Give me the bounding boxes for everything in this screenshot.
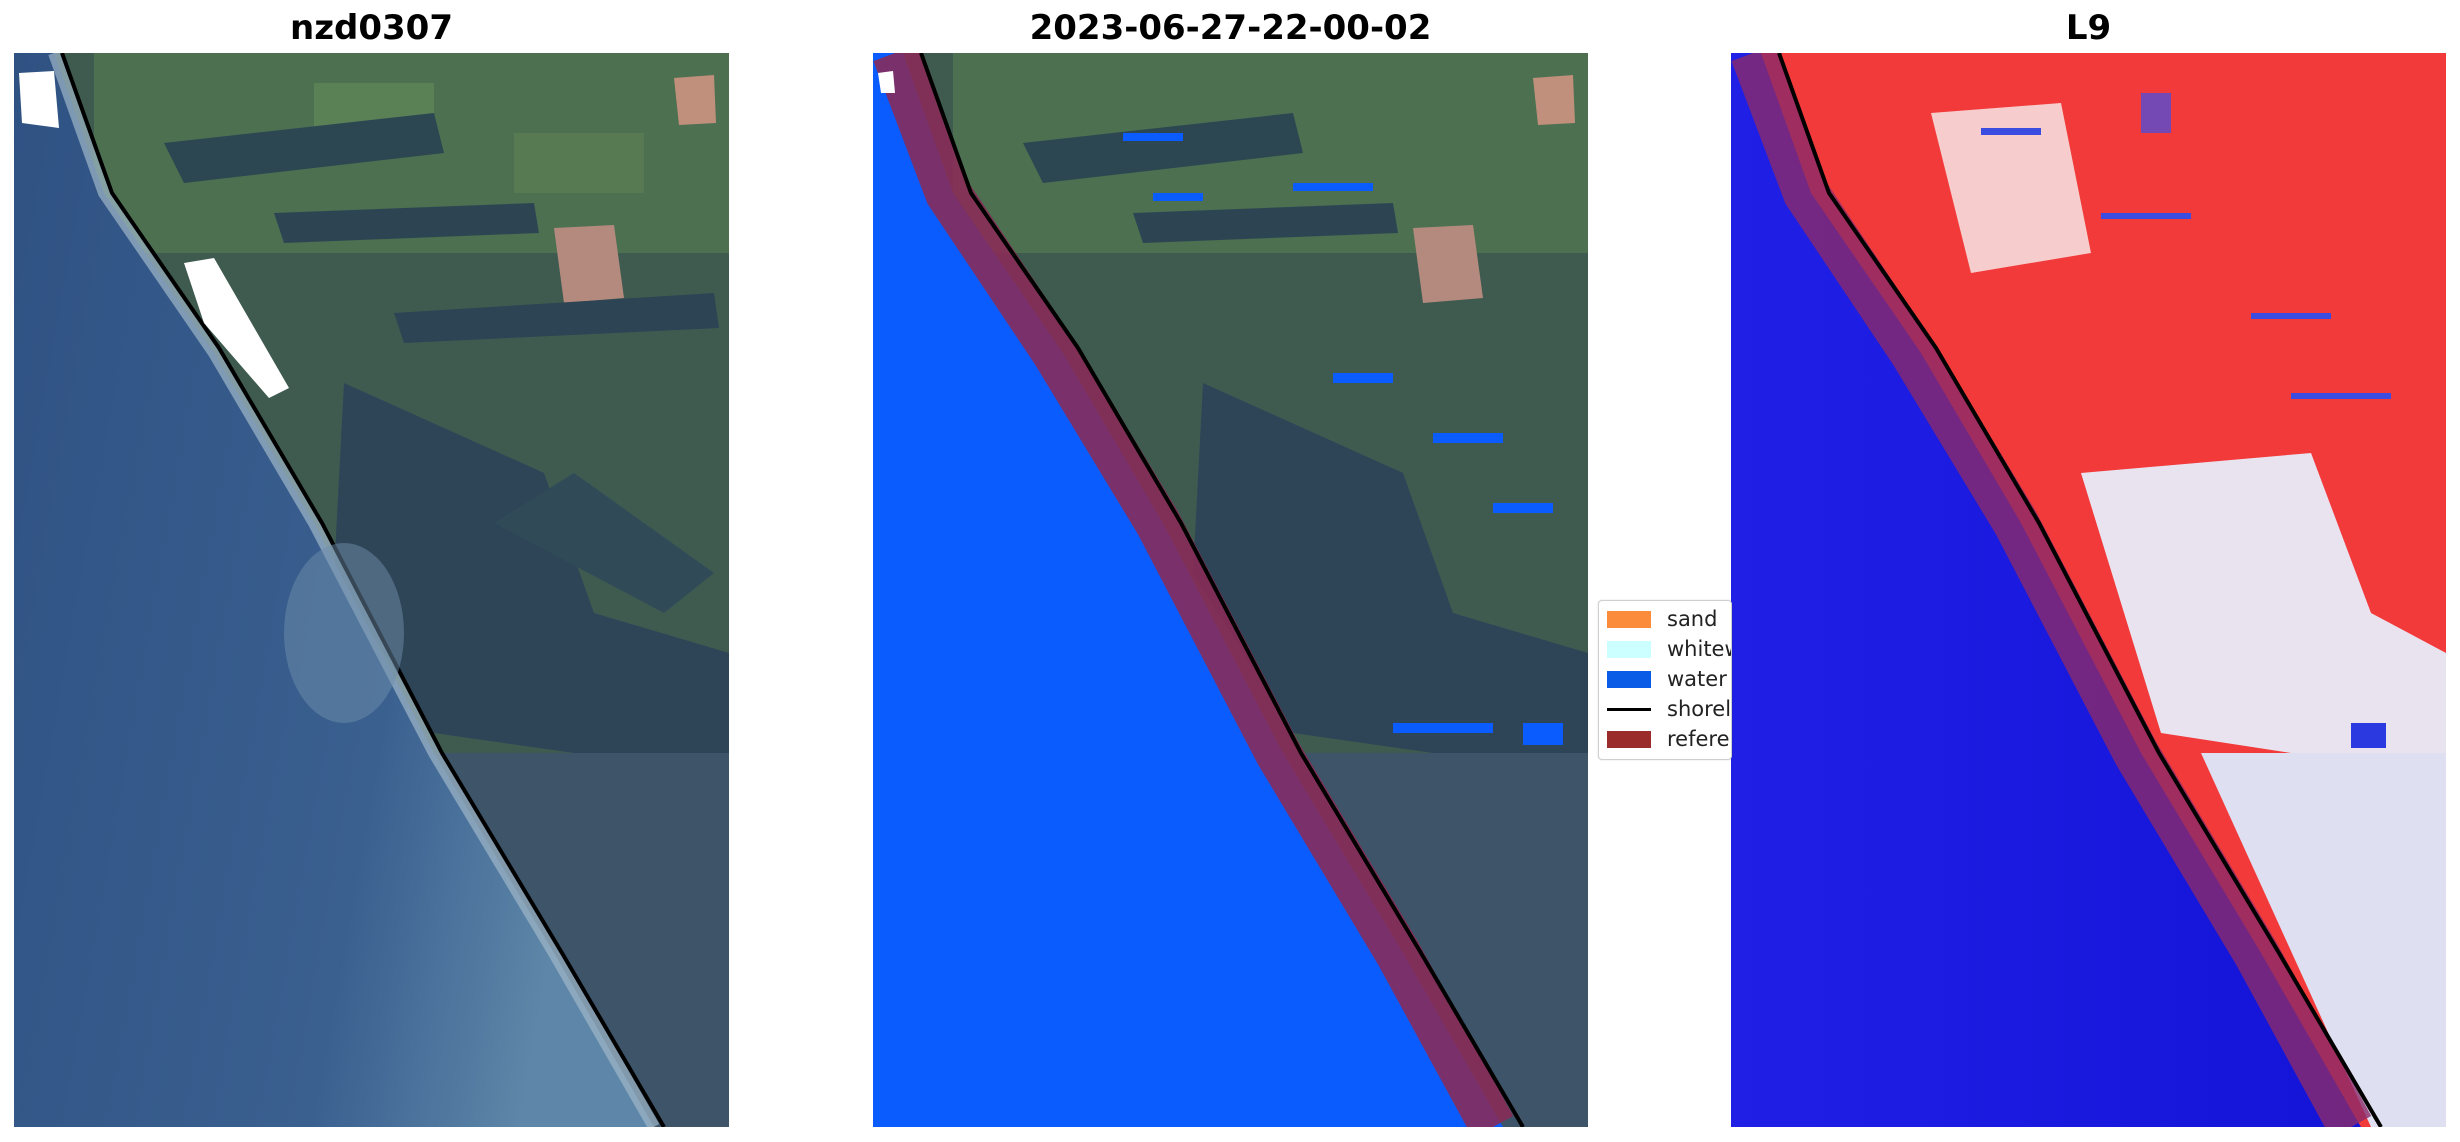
- legend-item-water: water: [1607, 664, 1727, 694]
- shoreline-swatch: [1607, 707, 1651, 711]
- panel-title-classification: 2023-06-27-22-00-02: [1029, 8, 1432, 48]
- sand-swatch: [1607, 610, 1651, 628]
- panel-title-index: L9: [2065, 8, 2112, 48]
- legend-label-shoreline: shorel: [1667, 697, 1732, 721]
- legend-item-reference: referer: [1607, 724, 1732, 754]
- water-swatch: [1607, 670, 1651, 688]
- classification-image: [873, 53, 1588, 1127]
- classification-panel: [873, 53, 1588, 1127]
- legend-item-shoreline: shorel: [1607, 694, 1731, 724]
- legend-label-water: water: [1667, 667, 1727, 691]
- index-panel: [1731, 53, 2446, 1127]
- legend-label-reference: referer: [1667, 727, 1732, 751]
- legend-item-sand: sand: [1607, 604, 1717, 634]
- whitewater-swatch: [1607, 640, 1651, 658]
- rgb-image-panel: [14, 53, 729, 1127]
- reference-swatch: [1607, 730, 1651, 748]
- rgb-satellite-image: [14, 53, 729, 1127]
- legend-label-sand: sand: [1667, 607, 1718, 631]
- index-image: [1731, 53, 2446, 1127]
- panel-title-rgb: nzd0307: [290, 8, 453, 48]
